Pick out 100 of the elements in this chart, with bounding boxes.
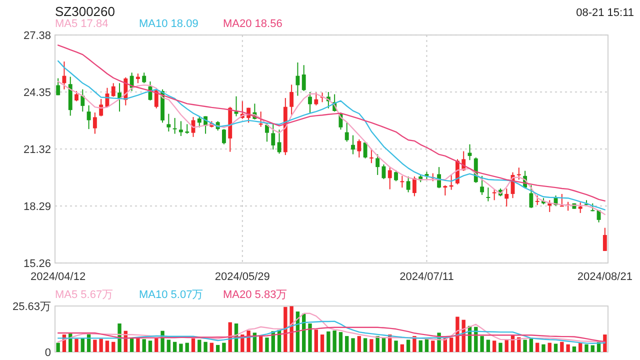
- candlestick: [394, 170, 398, 182]
- bar: [320, 334, 324, 352]
- candlestick: [480, 175, 484, 196]
- bar: [222, 342, 226, 352]
- bar: [105, 340, 110, 352]
- bar: [449, 338, 454, 352]
- candlestick: [142, 72, 146, 84]
- candlestick: [166, 113, 171, 132]
- candlestick: [443, 184, 448, 196]
- bar: [142, 339, 146, 352]
- candlestick: [357, 138, 362, 158]
- bar: [93, 340, 97, 352]
- candlestick: [197, 116, 202, 128]
- candlestick: [602, 227, 607, 252]
- bar: [486, 340, 490, 352]
- bar: [74, 338, 78, 352]
- candlestick: [271, 124, 276, 150]
- candlestick: [86, 104, 91, 130]
- candlestick: [363, 141, 368, 159]
- candlestick: [412, 176, 416, 197]
- bar: [357, 336, 361, 352]
- bar: [216, 344, 220, 352]
- candlestick: [290, 84, 294, 116]
- bar: [548, 342, 552, 352]
- bar: [314, 330, 318, 352]
- bar: [480, 336, 484, 352]
- bar: [400, 344, 404, 352]
- bar: [308, 323, 312, 352]
- bar: [265, 338, 269, 352]
- bar: [572, 346, 576, 352]
- candlestick: [178, 120, 183, 137]
- bar: [258, 336, 263, 352]
- bar: [166, 340, 171, 352]
- bar: [290, 306, 294, 352]
- candlestick: [56, 78, 60, 96]
- bar: [578, 342, 582, 352]
- bar: [326, 331, 330, 352]
- candlestick: [344, 122, 349, 142]
- bar: [332, 330, 336, 352]
- bar: [56, 342, 60, 352]
- candlestick: [172, 117, 177, 134]
- bar: [338, 332, 343, 352]
- candlestick: [516, 167, 521, 180]
- bar: [370, 339, 374, 352]
- candlestick: [388, 166, 392, 190]
- bar: [542, 344, 546, 352]
- bar: [198, 340, 202, 352]
- candlestick: [578, 202, 582, 214]
- candlestick: [74, 90, 78, 102]
- candlestick: [376, 154, 380, 176]
- bar: [566, 344, 570, 352]
- candlestick: [296, 62, 300, 96]
- candlestick: [351, 134, 355, 155]
- bar: [351, 338, 355, 352]
- bar: [431, 340, 435, 352]
- bar: [554, 344, 558, 352]
- candlestick: [302, 64, 306, 92]
- bar: [504, 340, 508, 352]
- candlestick: [492, 188, 496, 201]
- candlestick: [154, 88, 158, 109]
- bar: [99, 338, 103, 352]
- bar: [172, 342, 177, 352]
- bar: [210, 342, 214, 352]
- candlestick: [234, 96, 238, 117]
- bar: [376, 336, 380, 352]
- candlestick: [486, 187, 490, 202]
- candlestick: [560, 193, 564, 208]
- bar: [185, 342, 189, 352]
- candlestick: [111, 82, 116, 98]
- bar: [560, 342, 564, 352]
- candlestick: [80, 88, 85, 112]
- candlestick: [535, 194, 540, 206]
- bar: [498, 342, 502, 352]
- candlestick: [258, 111, 263, 128]
- candlestick: [265, 122, 269, 142]
- bar: [204, 342, 208, 352]
- bar: [363, 338, 368, 352]
- bar: [590, 345, 594, 352]
- annotation: 08-21 15:11: [576, 7, 634, 19]
- candlestick: [185, 124, 190, 134]
- bar: [603, 334, 607, 352]
- bar: [284, 306, 288, 352]
- title: SZ300260: [55, 4, 115, 19]
- bar: [148, 340, 152, 352]
- bar: [424, 339, 429, 352]
- candlestick: [406, 176, 410, 193]
- candlestick: [400, 175, 404, 188]
- candlestick: [222, 128, 226, 145]
- candlestick: [308, 92, 312, 114]
- bar: [382, 338, 386, 352]
- bar: [418, 340, 422, 352]
- candlestick: [314, 92, 318, 106]
- candlestick: [92, 112, 97, 134]
- bar: [179, 344, 183, 352]
- bar: [191, 338, 196, 352]
- bar: [584, 344, 588, 352]
- candlestick: [369, 148, 374, 164]
- bar: [345, 336, 349, 352]
- bar: [136, 338, 140, 352]
- bar: [112, 342, 116, 352]
